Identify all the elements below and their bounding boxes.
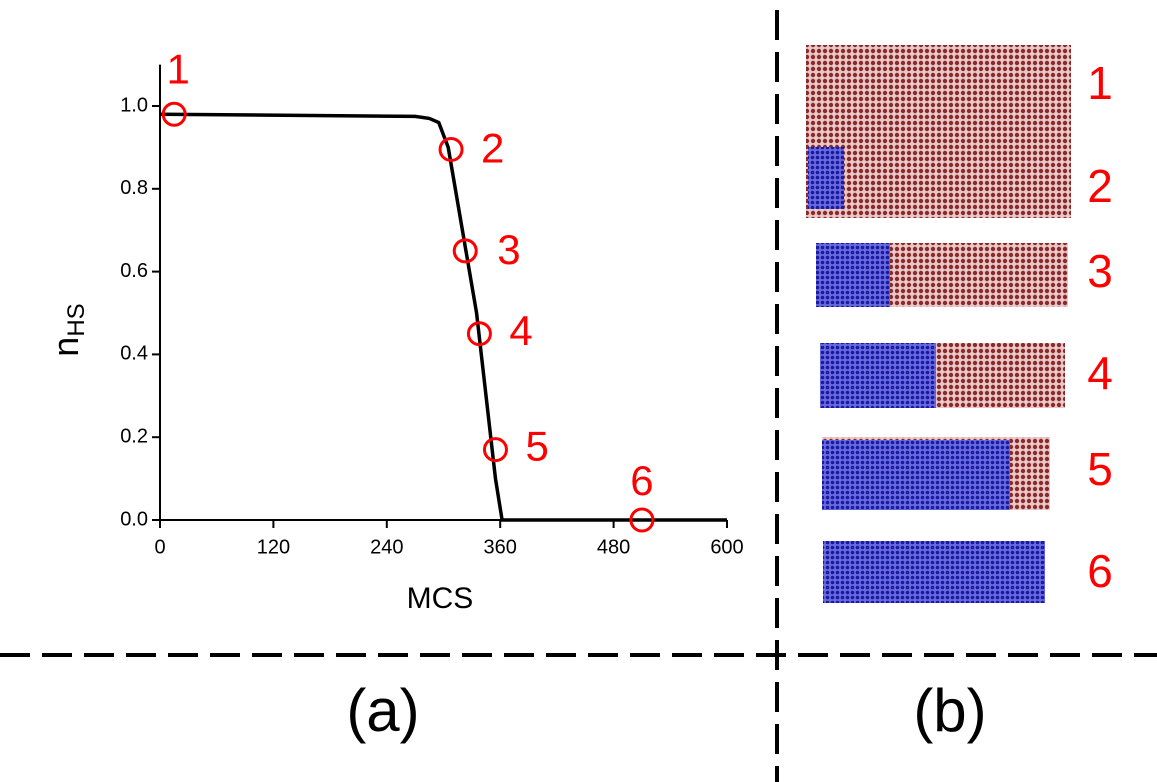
snapshot-label: 3 xyxy=(1087,245,1113,297)
snapshot-label: 5 xyxy=(1087,443,1113,495)
marker xyxy=(438,136,464,162)
marker xyxy=(482,437,508,463)
marker xyxy=(161,101,187,127)
x-tick-label: 0 xyxy=(154,536,165,558)
y-tick-label: 0.8 xyxy=(120,177,148,199)
snapshot-label: 6 xyxy=(1087,545,1113,597)
y-tick-label: 0.2 xyxy=(120,425,148,447)
snapshot-label: 4 xyxy=(1087,347,1113,399)
snapshot-label: 1 xyxy=(1087,57,1113,109)
snapshot xyxy=(822,440,1010,510)
y-axis-label: nHS xyxy=(45,303,91,356)
marker-label: 1 xyxy=(166,45,189,92)
x-tick-label: 480 xyxy=(597,536,630,558)
panel-label: (a) xyxy=(346,677,419,744)
snapshots xyxy=(806,45,1071,603)
snapshot xyxy=(823,541,1045,603)
x-axis-label: MCS xyxy=(407,582,474,615)
snapshot xyxy=(820,343,936,408)
x-tick-label: 360 xyxy=(484,536,517,558)
marker-label: 4 xyxy=(509,307,532,354)
snapshot xyxy=(806,45,1071,147)
snapshot-label: 2 xyxy=(1087,160,1113,212)
x-tick-label: 120 xyxy=(257,536,290,558)
snapshot xyxy=(816,243,890,307)
snapshot xyxy=(808,147,844,209)
y-tick-label: 1.0 xyxy=(120,94,148,116)
y-tick-label: 0.0 xyxy=(120,508,148,530)
x-tick-label: 240 xyxy=(370,536,403,558)
panel-label: (b) xyxy=(913,677,986,744)
marker-label: 6 xyxy=(630,457,653,504)
marker-label: 2 xyxy=(481,125,504,172)
marker xyxy=(452,238,478,264)
y-tick-label: 0.6 xyxy=(120,260,148,282)
y-tick-label: 0.4 xyxy=(120,343,148,365)
marker xyxy=(629,507,655,533)
data-line xyxy=(159,112,727,522)
marker-label: 3 xyxy=(497,226,520,273)
x-tick-label: 600 xyxy=(710,536,743,558)
snapshot xyxy=(806,147,1071,218)
marker xyxy=(466,321,492,347)
marker-label: 5 xyxy=(525,423,548,470)
